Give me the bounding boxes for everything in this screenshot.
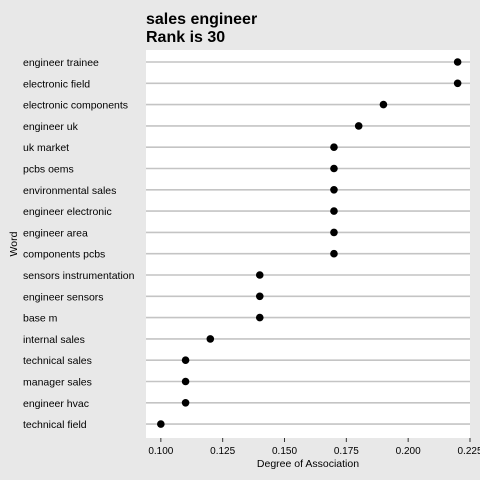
data-point xyxy=(330,228,338,237)
x-tick-label: 0.150 xyxy=(272,446,297,457)
y-tick-label: engineer uk xyxy=(23,121,79,133)
x-axis: 0.100 0.125 0.150 0.175 0.200 0.225 xyxy=(148,438,480,457)
data-point xyxy=(157,420,165,428)
y-axis-labels: engineer trainee electronic field electron… xyxy=(23,57,135,431)
chart-title-line-2: Rank is 30 xyxy=(146,29,225,46)
y-tick-label: technical sales xyxy=(23,355,92,367)
plot-panel xyxy=(146,50,470,438)
data-point xyxy=(181,377,190,386)
y-tick-label: manager sales xyxy=(23,377,92,389)
x-axis-title: Degree of Association xyxy=(257,458,359,470)
y-tick-label: sensors instrumentation xyxy=(23,270,135,282)
data-point xyxy=(330,207,338,215)
x-tick-label: 0.175 xyxy=(334,446,359,457)
x-tick-label: 0.100 xyxy=(148,446,173,457)
data-point xyxy=(330,186,338,194)
y-axis-title: Word xyxy=(8,231,20,256)
x-tick-label: 0.225 xyxy=(457,446,480,457)
grid-lines xyxy=(146,61,470,425)
data-point xyxy=(330,164,338,173)
y-tick-label: engineer sensors xyxy=(23,291,104,303)
y-tick-label: electronic components xyxy=(23,100,128,112)
x-tick-label: 0.125 xyxy=(210,446,235,457)
data-point xyxy=(330,249,338,258)
data-point xyxy=(255,271,264,279)
x-tick-label: 0.200 xyxy=(396,446,421,457)
data-point xyxy=(330,143,338,151)
y-tick-label: engineer electronic xyxy=(23,206,112,218)
data-point xyxy=(255,313,264,322)
y-tick-label: components pcbs xyxy=(23,249,105,261)
data-point xyxy=(453,58,462,66)
y-tick-label: environmental sales xyxy=(23,185,116,197)
data-point xyxy=(206,335,215,343)
data-point xyxy=(453,79,462,88)
y-tick-label: engineer trainee xyxy=(23,57,99,69)
data-points xyxy=(157,58,462,428)
y-tick-label: pcbs oems xyxy=(23,164,74,176)
data-point xyxy=(354,122,363,130)
y-tick-label: technical field xyxy=(23,419,87,431)
data-point xyxy=(181,399,190,407)
y-tick-label: engineer hvac xyxy=(23,398,89,410)
y-tick-label: base m xyxy=(23,313,58,325)
data-point xyxy=(181,356,190,365)
chart-title-line-1: sales engineer xyxy=(146,11,257,28)
data-point xyxy=(255,292,264,301)
y-tick-label: engineer area xyxy=(23,227,88,239)
data-point xyxy=(379,100,388,109)
y-tick-label: electronic field xyxy=(23,78,90,90)
y-tick-label: uk market xyxy=(23,142,69,154)
y-tick-label: internal sales xyxy=(23,334,85,346)
